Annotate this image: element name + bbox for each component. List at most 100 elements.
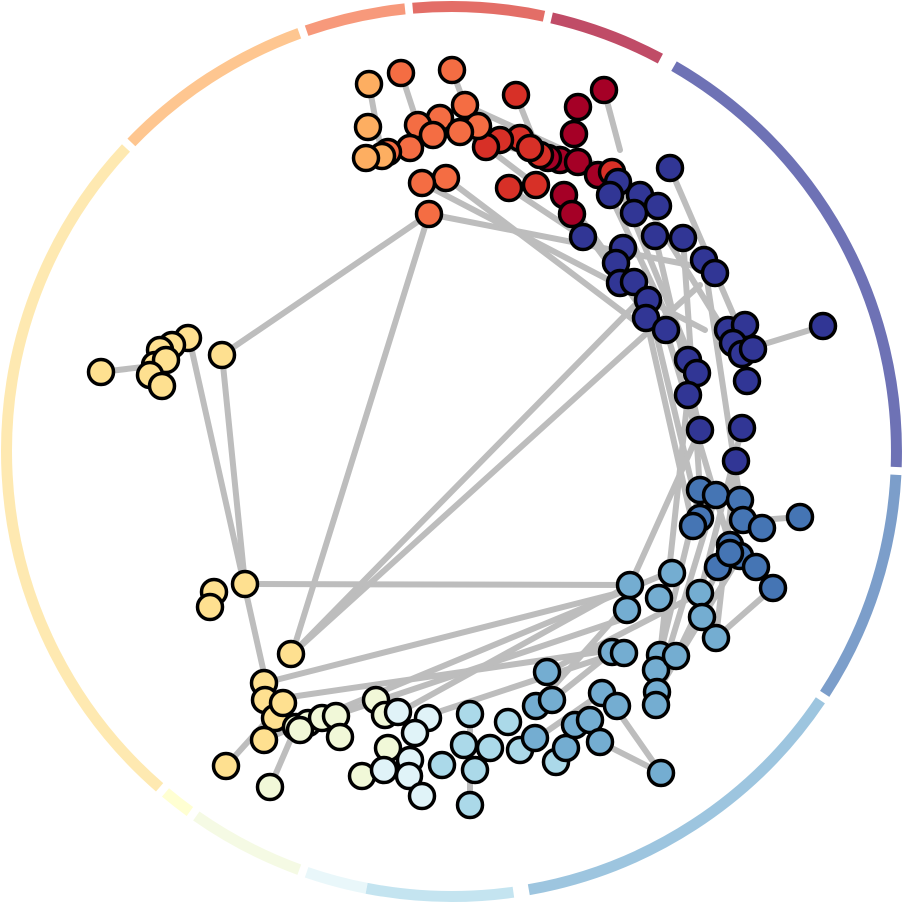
node-c10: [612, 595, 642, 625]
node-c08: [383, 697, 413, 727]
node-c11: [715, 538, 745, 568]
edge: [643, 315, 696, 529]
node-c10: [602, 691, 632, 721]
node-c10: [685, 578, 715, 608]
node-c12: [673, 380, 703, 410]
node-c07: [325, 722, 355, 752]
node-c01: [557, 199, 587, 229]
ring-segment-c07: [193, 811, 302, 875]
node-c12: [685, 415, 715, 445]
ring-segment-c08: [304, 867, 368, 894]
edge: [544, 590, 703, 675]
ring-segment-c09: [365, 882, 515, 902]
node-c10: [701, 623, 731, 653]
node-c11: [678, 511, 708, 541]
node-c08: [394, 761, 424, 791]
node-c10: [520, 723, 550, 753]
node-c12: [808, 311, 838, 341]
node-c07: [285, 715, 315, 745]
node-c08: [369, 755, 399, 785]
ring-segment-c12: [671, 61, 902, 468]
node-c05: [86, 357, 116, 387]
node-c03: [414, 199, 444, 229]
node-c12: [700, 258, 730, 288]
node-c04: [354, 69, 384, 99]
ring-segment-c03: [304, 3, 406, 36]
ring-segment-c02: [412, 1, 546, 22]
node-c09: [455, 699, 485, 729]
node-c12: [732, 366, 762, 396]
node-c10: [646, 758, 676, 788]
node-c05: [195, 592, 225, 622]
node-c01: [563, 147, 593, 177]
node-c03: [431, 163, 461, 193]
node-c02: [501, 80, 531, 110]
node-c05: [207, 340, 237, 370]
node-c12: [651, 315, 681, 345]
node-c10: [537, 685, 567, 715]
node-c12: [738, 334, 768, 364]
node-c10: [657, 558, 687, 588]
node-c09: [427, 750, 457, 780]
node-c02: [494, 173, 524, 203]
node-c04: [351, 143, 381, 173]
node-c11: [785, 502, 815, 532]
edge: [261, 587, 633, 686]
node-c11: [741, 552, 771, 582]
node-c05: [230, 569, 260, 599]
edge: [627, 427, 703, 588]
node-c11: [747, 513, 777, 543]
node-c12: [655, 153, 685, 183]
node-c10: [551, 733, 581, 763]
node-c09: [460, 755, 490, 785]
ring-segment-c10: [527, 697, 825, 896]
node-c01: [589, 75, 619, 105]
node-c10: [644, 583, 674, 613]
node-c05: [249, 725, 279, 755]
node-c09: [449, 730, 479, 760]
edge: [289, 282, 703, 657]
node-c09: [475, 733, 505, 763]
node-c05: [147, 371, 177, 401]
edge: [289, 211, 432, 657]
edge: [219, 352, 248, 587]
node-c01: [563, 92, 593, 122]
edge: [417, 649, 623, 721]
node-c12: [640, 221, 670, 251]
ring-segment-c01: [550, 12, 663, 64]
ring-segment-c05: [1, 144, 164, 792]
edge: [397, 582, 633, 715]
node-c03: [450, 90, 480, 120]
edge: [297, 617, 623, 730]
node-c12: [595, 180, 625, 210]
node-c03: [407, 168, 437, 198]
node-c10: [661, 641, 691, 671]
ring-segment-c04: [127, 28, 302, 147]
node-c12: [727, 413, 757, 443]
node-c04: [353, 112, 383, 142]
node-layer: [86, 55, 838, 820]
node-c01: [559, 119, 589, 149]
node-c10: [641, 690, 671, 720]
node-c05: [211, 751, 241, 781]
node-c12: [721, 446, 751, 476]
node-c11: [701, 480, 731, 510]
node-c12: [668, 223, 698, 253]
node-c12: [643, 191, 673, 221]
node-c05: [268, 688, 298, 718]
node-c03: [418, 120, 448, 150]
edge: [242, 581, 633, 588]
node-c10: [532, 657, 562, 687]
edge: [443, 175, 663, 343]
node-c03: [445, 117, 475, 147]
node-c03: [386, 58, 416, 88]
node-c09: [493, 707, 523, 737]
edge-layer: [98, 67, 826, 808]
node-c05: [276, 639, 306, 669]
node-c08: [407, 781, 437, 811]
edge: [289, 297, 643, 657]
node-c12: [568, 222, 598, 252]
node-c10: [609, 638, 639, 668]
